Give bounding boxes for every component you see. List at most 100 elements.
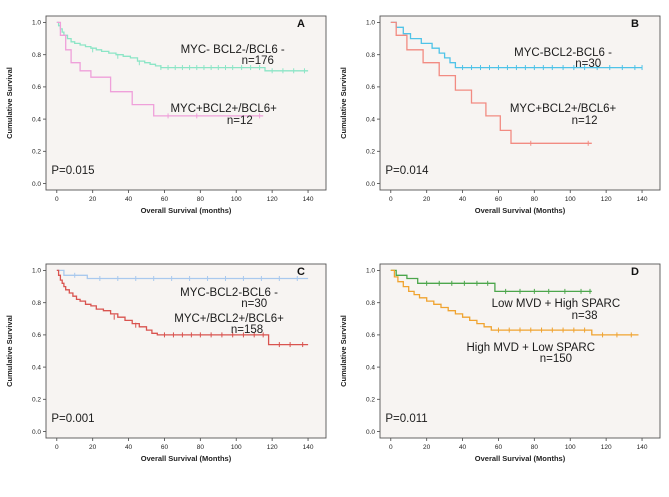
- svg-text:0.4: 0.4: [32, 364, 41, 371]
- group-n-label: n=150: [539, 353, 573, 366]
- svg-text:40: 40: [459, 444, 467, 451]
- svg-text:0.8: 0.8: [366, 52, 375, 59]
- group-n-label: n=30: [241, 298, 268, 311]
- svg-text:0: 0: [389, 444, 393, 451]
- svg-text:80: 80: [531, 196, 539, 203]
- p-value-label: P=0.011: [385, 412, 428, 425]
- svg-text:0.8: 0.8: [32, 300, 41, 307]
- x-axis-label: Overall Survival (Months): [140, 454, 232, 463]
- svg-text:1.0: 1.0: [366, 20, 375, 27]
- svg-text:120: 120: [601, 196, 612, 203]
- km-panel-c: Cumulative Survival 0 20 40 60 80 100 120 140 0.…: [0, 248, 334, 497]
- svg-text:100: 100: [565, 196, 576, 203]
- svg-text:100: 100: [231, 444, 242, 451]
- svg-text:0.6: 0.6: [32, 332, 41, 339]
- svg-text:1.0: 1.0: [32, 268, 41, 275]
- svg-text:0: 0: [55, 196, 59, 203]
- svg-text:40: 40: [459, 196, 467, 203]
- group-n-label: n=12: [571, 114, 598, 127]
- plot-area: 0 20 40 60 80 100 120 140 0.0 0.2 0.4 0.6 0.8 1.0 B M…: [350, 8, 666, 222]
- group-label: MYC-BCL2-BCL6 -: [180, 287, 278, 299]
- panel-letter: D: [631, 266, 639, 278]
- svg-text:20: 20: [89, 196, 97, 203]
- svg-text:120: 120: [267, 196, 278, 203]
- group-n-label: n=30: [575, 58, 602, 71]
- svg-text:0.4: 0.4: [366, 364, 375, 371]
- group-label: Low MVD + High SPARC: [491, 298, 621, 311]
- svg-text:140: 140: [303, 196, 314, 203]
- svg-text:0.0: 0.0: [366, 429, 375, 436]
- svg-text:100: 100: [231, 196, 242, 203]
- svg-text:0.0: 0.0: [366, 181, 375, 188]
- svg-text:0.8: 0.8: [366, 300, 375, 307]
- svg-text:0.2: 0.2: [32, 397, 41, 404]
- x-axis-label: Overall Survival (Months): [474, 454, 566, 463]
- svg-text:120: 120: [267, 444, 278, 451]
- panel-letter: A: [297, 18, 305, 30]
- svg-text:20: 20: [423, 196, 431, 203]
- p-value-label: P=0.001: [51, 412, 95, 425]
- svg-text:40: 40: [125, 444, 133, 451]
- svg-text:140: 140: [303, 444, 314, 451]
- svg-text:60: 60: [161, 196, 169, 203]
- group-label: MYC+BCL2+/BCL6+: [170, 103, 277, 116]
- svg-text:60: 60: [495, 444, 503, 451]
- km-panel-d: Cumulative Survival 0 20 40 60 80 100 120 140 0.…: [334, 248, 669, 497]
- survival-plot: 0 20 40 60 80 100 120 140 0.0 0.2 0.4 0.6 0.8 1.0: [366, 15, 661, 203]
- svg-text:120: 120: [601, 444, 612, 451]
- p-value-label: P=0.015: [51, 164, 95, 177]
- svg-text:1.0: 1.0: [32, 20, 41, 27]
- svg-text:0.2: 0.2: [366, 149, 375, 156]
- svg-text:100: 100: [565, 444, 576, 451]
- x-axis-label: Overall Survival (Months): [474, 206, 566, 215]
- group-label: MYC- BCL2-/BCL6 -: [180, 43, 285, 56]
- km-panel-b: Cumulative Survival 0 20 40 60 80 100 120 140 0.…: [334, 0, 669, 248]
- survival-plot: 0 20 40 60 80 100 120 140 0.0 0.2 0.4 0.6 0.8 1.0: [366, 263, 661, 451]
- y-axis-label: Cumulative Survival: [339, 315, 348, 387]
- svg-text:0.2: 0.2: [366, 397, 375, 404]
- group-n-label: n=12: [226, 114, 253, 127]
- group-label: MYC+BCL2+/BCL6+: [509, 103, 617, 116]
- svg-text:0.6: 0.6: [32, 84, 41, 91]
- km-panel-a: Cumulative Survival 0 20 40 60 80 100 120 140 0.…: [0, 0, 334, 248]
- survival-plot: 0 20 40 60 80 100 120 140 0.0 0.2 0.4 0.6 0.8 1.0: [32, 263, 327, 451]
- svg-text:0.8: 0.8: [32, 52, 41, 59]
- svg-text:0: 0: [55, 444, 59, 451]
- group-n-label: n=176: [241, 55, 274, 68]
- group-label: MYC+/BCL2+/BCL6+: [174, 312, 284, 325]
- svg-text:140: 140: [637, 196, 648, 203]
- svg-text:1.0: 1.0: [366, 268, 375, 275]
- group-label: MYC-BCL2-BCL6 -: [514, 47, 612, 60]
- svg-text:0.4: 0.4: [32, 116, 41, 123]
- svg-text:20: 20: [89, 444, 97, 451]
- svg-text:0.0: 0.0: [32, 181, 41, 188]
- svg-text:20: 20: [423, 444, 431, 451]
- svg-text:0.2: 0.2: [32, 149, 41, 156]
- group-n-label: n=38: [571, 309, 598, 322]
- survival-plot: 0 20 40 60 80 100 120 140 0.0 0.2 0.4 0.6 0.8 1.0: [32, 15, 327, 203]
- plot-area: 0 20 40 60 80 100 120 140 0.0 0.2 0.4 0.6 0.8 1.0 C M…: [16, 256, 332, 470]
- svg-text:80: 80: [197, 196, 205, 203]
- panel-letter: C: [297, 266, 305, 278]
- svg-text:40: 40: [125, 196, 133, 203]
- y-axis-label: Cumulative Survival: [5, 67, 14, 139]
- svg-text:60: 60: [495, 196, 503, 203]
- svg-text:0.6: 0.6: [366, 332, 375, 339]
- plot-area: 0 20 40 60 80 100 120 140 0.0 0.2 0.4 0.6 0.8 1.0 A M…: [16, 8, 332, 222]
- svg-text:0.4: 0.4: [366, 116, 375, 123]
- plot-area: 0 20 40 60 80 100 120 140 0.0 0.2 0.4 0.6 0.8 1.0 D L…: [350, 256, 666, 470]
- svg-text:140: 140: [637, 444, 648, 451]
- svg-text:0.0: 0.0: [32, 429, 41, 436]
- svg-text:60: 60: [161, 444, 169, 451]
- svg-text:80: 80: [531, 444, 539, 451]
- panel-letter: B: [631, 18, 639, 30]
- y-axis-label: Cumulative Survival: [339, 67, 348, 139]
- p-value-label: P=0.014: [385, 164, 429, 177]
- group-label: High MVD + Low SPARC: [466, 341, 596, 354]
- y-axis-label: Cumulative Survival: [5, 315, 14, 387]
- svg-text:80: 80: [197, 444, 205, 451]
- svg-text:0.6: 0.6: [366, 84, 375, 91]
- group-n-label: n=158: [230, 324, 264, 337]
- x-axis-label: Overall Survival (months): [140, 206, 232, 215]
